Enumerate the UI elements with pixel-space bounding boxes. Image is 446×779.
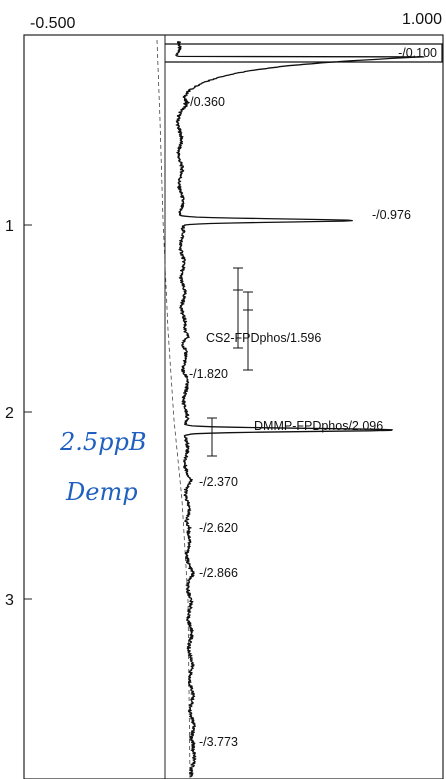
solvent-peak-box — [165, 43, 443, 63]
x-tick-max: 1.000 — [402, 11, 442, 28]
integration-bar — [207, 417, 217, 457]
peak-label: CS2-FPDphos/1.596 — [206, 331, 321, 345]
peak-label: DMMP-FPDphos/2.096 — [254, 419, 383, 433]
integration-bars — [207, 267, 253, 457]
integration-bar — [243, 291, 253, 371]
y-tick-label-3: 3 — [5, 592, 14, 609]
chromatogram-trace — [175, 41, 425, 778]
peak-label: -/2.620 — [199, 521, 238, 535]
plot-frame — [23, 34, 444, 779]
peak-label: -/3.773 — [199, 735, 238, 749]
y-tick-label-2: 2 — [5, 405, 14, 422]
handwritten-line-1: 2.5ppB — [59, 428, 147, 456]
x-tick-min: -0.500 — [30, 15, 75, 32]
peak-labels: -/0.100 -/0.360 -/0.976 CS2-FPDphos/1.59… — [186, 46, 437, 749]
peak-label: -/2.370 — [199, 475, 238, 489]
peak-label: -/0.100 — [398, 46, 437, 60]
y-tick-label-1: 1 — [5, 218, 14, 235]
peak-label: -/2.866 — [199, 566, 238, 580]
peak-label: -/0.360 — [186, 95, 225, 109]
peak-label: -/0.976 — [372, 208, 411, 222]
handwritten-line-2: Demp — [65, 478, 138, 506]
y-axis: 1 2 3 — [5, 218, 32, 609]
peak-label: -/1.820 — [189, 367, 228, 381]
integration-bar — [233, 267, 243, 349]
handwritten-note: 2.5ppB Demp — [59, 428, 147, 506]
